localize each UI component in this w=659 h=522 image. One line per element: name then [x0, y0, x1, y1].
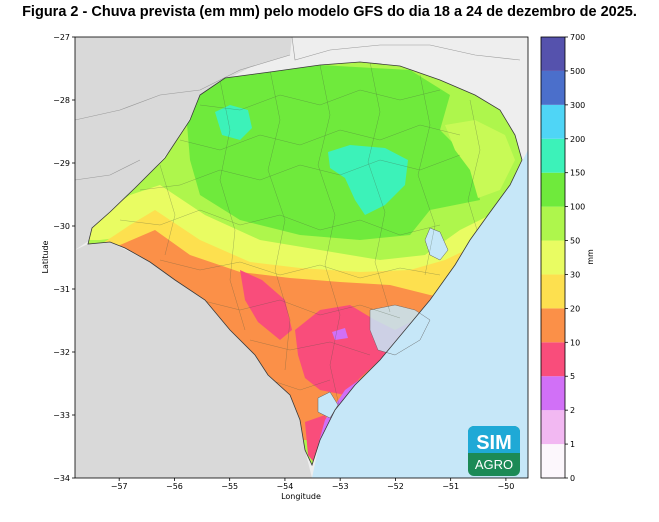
simagro-logo: SIM AGRO: [468, 426, 520, 476]
y-tick-label: −27: [53, 33, 70, 42]
colorbar-tick-label: 20: [570, 304, 580, 313]
y-tick-label: −33: [53, 411, 70, 420]
x-tick-label: −55: [221, 482, 238, 491]
colorbar-segment: [541, 138, 565, 173]
y-tick-label: −31: [53, 285, 70, 294]
x-tick-label: −56: [166, 482, 183, 491]
colorbar-segment: [541, 37, 565, 71]
colorbar-tick-label: 10: [570, 338, 580, 347]
state-outline: [87, 61, 523, 467]
x-tick-label: −53: [332, 482, 349, 491]
y-axis-label: Latitude: [41, 240, 50, 273]
colorbar-segment: [541, 274, 565, 309]
colorbar-tick-label: 500: [570, 67, 585, 76]
colorbar-segment: [541, 410, 565, 445]
colorbar-segment: [541, 342, 565, 377]
colorbar-tick-label: 300: [570, 101, 585, 110]
y-tick-label: −34: [53, 474, 70, 483]
x-tick-label: −57: [111, 482, 128, 491]
y-tick-label: −28: [53, 96, 70, 105]
x-tick-label: −50: [497, 482, 514, 491]
map-frame: [74, 36, 529, 479]
colorbar: 0 1 2 5 10 20 30 50 100 150 200 300 500 700: [540, 33, 585, 483]
y-axis-ticks: −27 −28 −29 −30 −31 −32 −33 −34: [53, 33, 75, 483]
colorbar-tick-label: 150: [570, 169, 585, 178]
colorbar-tick-label: 2: [570, 406, 575, 415]
colorbar-segment: [541, 444, 565, 478]
colorbar-segment: [541, 240, 565, 275]
colorbar-segment: [541, 172, 565, 207]
x-tick-label: −54: [276, 482, 293, 491]
colorbar-tick-label: 0: [570, 474, 575, 483]
logo-agro-text: AGRO: [475, 457, 513, 472]
x-axis-label: Longitude: [281, 492, 321, 501]
logo-sim-text: SIM: [476, 432, 512, 454]
y-tick-label: −29: [53, 159, 70, 168]
y-tick-label: −32: [53, 348, 70, 357]
colorbar-tick-label: 50: [570, 237, 580, 246]
colorbar-tick-label: 700: [570, 33, 585, 42]
colorbar-tick-label: 5: [570, 372, 575, 381]
neighbor-land-west: [75, 37, 292, 250]
colorbar-tick-label: 30: [570, 270, 580, 279]
colorbar-tick-label: 200: [570, 135, 585, 144]
colorbar-segment: [541, 70, 565, 105]
x-tick-label: −52: [387, 482, 404, 491]
colorbar-segment: [541, 376, 565, 411]
colorbar-segment: [541, 104, 565, 139]
figure-title: Figura 2 - Chuva prevista (em mm) pelo m…: [22, 4, 637, 20]
colorbar-tick-label: 1: [570, 440, 575, 449]
colorbar-segment: [541, 308, 565, 343]
colorbar-segment: [541, 206, 565, 241]
colorbar-label: mm: [586, 249, 595, 265]
neighbor-land-south: [75, 242, 312, 478]
x-tick-label: −51: [442, 482, 459, 491]
colorbar-tick-label: 100: [570, 203, 585, 212]
x-axis-ticks: −57 −56 −55 −54 −53 −52 −51 −50: [111, 478, 514, 491]
y-tick-label: −30: [53, 222, 70, 231]
